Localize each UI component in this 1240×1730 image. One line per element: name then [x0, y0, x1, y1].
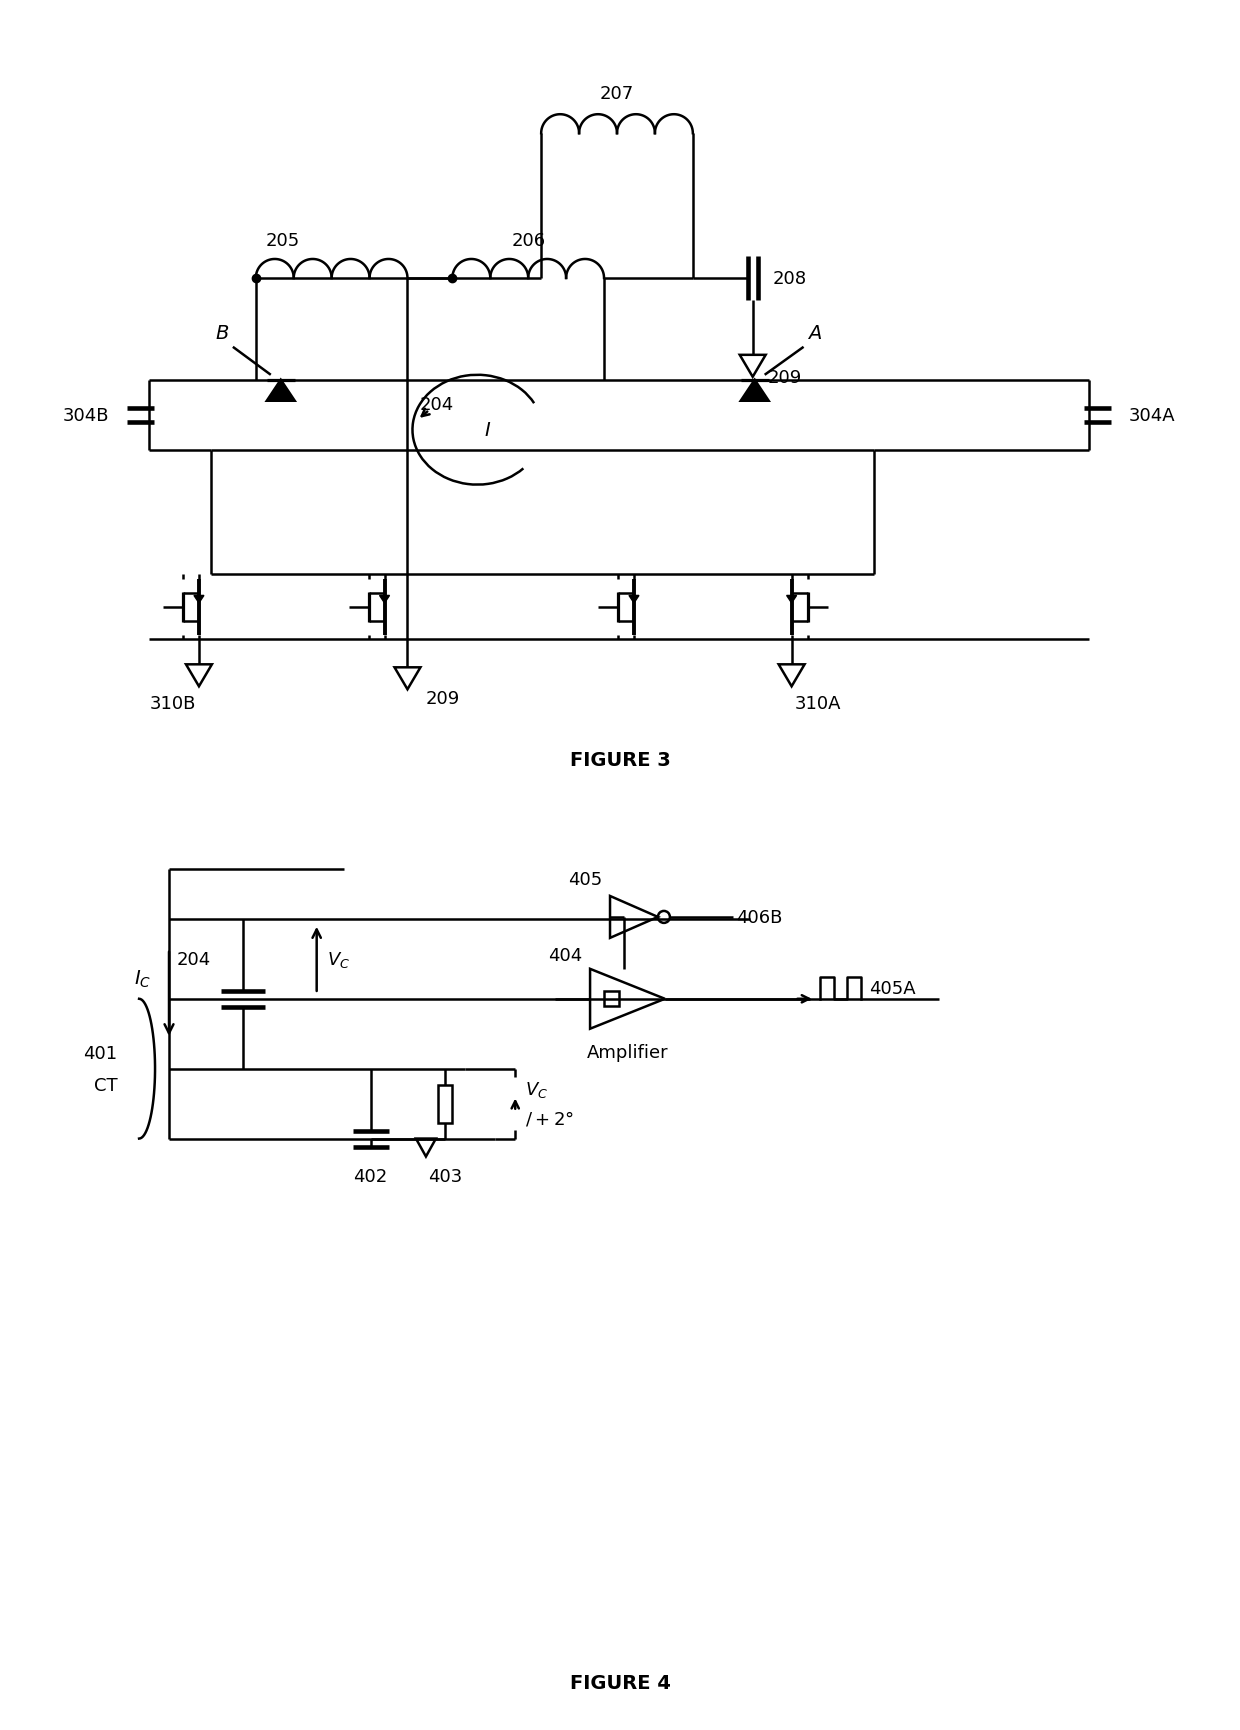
Text: CT: CT [93, 1076, 117, 1093]
Polygon shape [193, 597, 203, 604]
Polygon shape [629, 597, 639, 604]
Text: B: B [216, 324, 229, 343]
Text: A: A [807, 324, 821, 343]
Text: 403: 403 [428, 1166, 463, 1185]
Text: 204: 204 [419, 396, 454, 413]
Text: 209: 209 [768, 368, 802, 386]
Text: $V_C$: $V_C$ [326, 950, 350, 969]
Polygon shape [379, 597, 389, 604]
Text: $/+2°$: $/+2°$ [526, 1109, 574, 1128]
Text: 207: 207 [600, 85, 634, 104]
Text: 405A: 405A [869, 979, 916, 996]
Text: 405: 405 [568, 870, 603, 889]
Text: 401: 401 [83, 1045, 117, 1062]
Bar [604, 991, 619, 1007]
Text: 304A: 304A [1128, 407, 1176, 424]
Text: I: I [485, 420, 490, 439]
Text: FIGURE 4: FIGURE 4 [569, 1673, 671, 1692]
Text: 208: 208 [773, 270, 807, 287]
Polygon shape [786, 597, 796, 604]
Text: 205: 205 [265, 232, 300, 249]
Text: 310B: 310B [150, 695, 196, 713]
Polygon shape [740, 381, 769, 401]
Text: 204: 204 [176, 950, 211, 969]
Text: 209: 209 [425, 690, 460, 708]
Text: $I_C$: $I_C$ [134, 969, 151, 990]
Bar [439, 1085, 453, 1123]
Text: 402: 402 [353, 1166, 388, 1185]
Text: FIGURE 3: FIGURE 3 [569, 751, 671, 770]
Text: 406B: 406B [735, 908, 782, 926]
Text: 310A: 310A [795, 695, 841, 713]
Text: Amplifier: Amplifier [587, 1043, 668, 1060]
Polygon shape [267, 381, 295, 401]
Text: 404: 404 [548, 946, 582, 964]
Text: 304B: 304B [63, 407, 109, 424]
Text: $V_C$: $V_C$ [526, 1080, 548, 1099]
Text: 206: 206 [511, 232, 546, 249]
